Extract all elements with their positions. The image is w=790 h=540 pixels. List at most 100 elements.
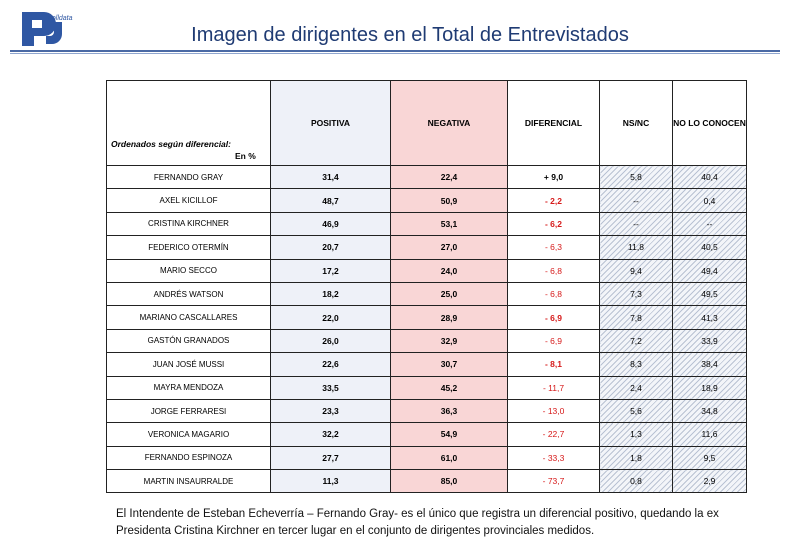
table-row: JORGE FERRARESI 23,3 36,3- 13,0 5,6 34,8 [106,398,747,424]
cell-name: JORGE FERRARESI [106,398,271,424]
cell-positiva: 20,7 [270,235,391,260]
table-row: MARIANO CASCALLARES 22,0 28,9- 6,9 7,8 41,3 [106,305,747,330]
cell-nsnc: -- [599,188,673,213]
cell-diferencial: - 6,9 [507,328,600,354]
table-row: FEDERICO OTERMÍN 20,7 27,0- 6,3 11,8 40,5 [106,235,747,260]
cell-no-conocen: 11,6 [672,422,747,447]
cell-nsnc: 5,8 [599,164,673,190]
cell-no-conocen: 2,9 [672,469,747,494]
cell-diferencial: - 11,7 [507,375,600,400]
cell-nsnc: 11,8 [599,235,673,260]
cell-positiva: 18,2 [270,281,391,307]
cell-negativa: 61,0 [390,445,508,471]
cell-no-conocen: 40,5 [672,235,747,260]
cell-no-conocen: 49,4 [672,258,747,283]
cell-diferencial: - 6,3 [507,235,600,260]
cell-nsnc: 2,4 [599,375,673,400]
cell-diferencial: + 9,0 [507,164,600,190]
cell-name: VERONICA MAGARIO [106,422,271,447]
cell-negativa: 27,0 [390,235,508,260]
title-divider-thin [10,53,780,54]
table-row: FERNANDO GRAY 31,4 22,4 + 9,0 5,8 40,4 [106,164,747,190]
cell-positiva: 33,5 [270,375,391,400]
header-nsnc: NS/NC [599,80,673,166]
cell-diferencial: - 6,8 [507,281,600,307]
cell-no-conocen: 38,4 [672,352,747,377]
cell-positiva: 17,2 [270,258,391,283]
cell-negativa: 25,0 [390,281,508,307]
cell-name: FEDERICO OTERMÍN [106,235,271,260]
cell-name: MARTIN INSAURRALDE [106,469,271,494]
header-negativa: NEGATIVA [390,80,508,166]
cell-name: AXEL KICILLOF [106,188,271,213]
sort-label: Ordenados según diferencial: [111,139,231,149]
polldata-logo: polldata [18,8,78,48]
table-row: ANDRÉS WATSON 18,2 25,0- 6,8 7,3 49,5 [106,281,747,307]
cell-nsnc: 5,6 [599,398,673,424]
cell-nsnc: -- [599,211,673,237]
cell-diferencial: - 13,0 [507,398,600,424]
table-row: GASTÓN GRANADOS 26,0 32,9- 6,9 7,2 33,9 [106,328,747,354]
table-header-row: Ordenados según diferencial: En % POSITI… [106,80,747,166]
cell-nsnc: 9,4 [599,258,673,283]
cell-positiva: 22,6 [270,352,391,377]
table-row: MARTIN INSAURRALDE 11,3 85,0- 73,7 0,8 2,9 [106,469,747,494]
cell-diferencial: - 8,1 [507,352,600,377]
cell-positiva: 46,9 [270,211,391,237]
cell-nsnc: 7,8 [599,305,673,330]
cell-nsnc: 8,3 [599,352,673,377]
cell-diferencial: - 6,9 [507,305,600,330]
cell-positiva: 22,0 [270,305,391,330]
corner-header: Ordenados según diferencial: En % [106,80,271,166]
cell-name: MARIO SECCO [106,258,271,283]
unit-label: En % [235,151,256,161]
cell-positiva: 48,7 [270,188,391,213]
cell-nsnc: 0,8 [599,469,673,494]
table-row: MARIO SECCO 17,2 24,0- 6,8 9,4 49,4 [106,258,747,283]
footer-note: El Intendente de Esteban Echeverría – Fe… [116,508,719,537]
cell-diferencial: - 22,7 [507,422,600,447]
cell-no-conocen: -- [672,211,747,237]
cell-no-conocen: 34,8 [672,398,747,424]
table-row: MAYRA MENDOZA 33,5 45,2- 11,7 2,4 18,9 [106,375,747,400]
cell-negativa: 54,9 [390,422,508,447]
cell-nsnc: 7,2 [599,328,673,354]
table-row: CRISTINA KIRCHNER 46,9 53,1- 6,2 -- -- [106,211,747,237]
cell-nsnc: 1,3 [599,422,673,447]
cell-no-conocen: 33,9 [672,328,747,354]
cell-nsnc: 1,8 [599,445,673,471]
cell-no-conocen: 0,4 [672,188,747,213]
cell-name: MAYRA MENDOZA [106,375,271,400]
cell-negativa: 28,9 [390,305,508,330]
cell-no-conocen: 18,9 [672,375,747,400]
cell-positiva: 23,3 [270,398,391,424]
cell-no-conocen: 40,4 [672,164,747,190]
cell-positiva: 11,3 [270,469,391,494]
logo-text: polldata [47,15,73,22]
cell-positiva: 32,2 [270,422,391,447]
cell-negativa: 24,0 [390,258,508,283]
table-row: JUAN JOSÉ MUSSI 22,6 30,7- 8,1 8,3 38,4 [106,352,747,377]
header-no-conocen: NO LO CONOCEN [672,80,747,166]
cell-name: FERNANDO GRAY [106,164,271,190]
header-positiva: POSITIVA [270,80,391,166]
title-divider [10,50,780,52]
cell-no-conocen: 49,5 [672,281,747,307]
cell-name: ANDRÉS WATSON [106,281,271,307]
cell-name: CRISTINA KIRCHNER [106,211,271,237]
table-row: VERONICA MAGARIO 32,2 54,9- 22,7 1,3 11,6 [106,422,747,447]
cell-negativa: 36,3 [390,398,508,424]
cell-negativa: 85,0 [390,469,508,494]
cell-name: MARIANO CASCALLARES [106,305,271,330]
cell-negativa: 30,7 [390,352,508,377]
cell-name: JUAN JOSÉ MUSSI [106,352,271,377]
cell-positiva: 26,0 [270,328,391,354]
header-diferencial: DIFERENCIAL [507,80,600,166]
cell-negativa: 53,1 [390,211,508,237]
cell-diferencial: - 73,7 [507,469,600,494]
cell-positiva: 27,7 [270,445,391,471]
cell-diferencial: - 2,2 [507,188,600,213]
cell-positiva: 31,4 [270,164,391,190]
cell-no-conocen: 41,3 [672,305,747,330]
cell-diferencial: - 6,8 [507,258,600,283]
